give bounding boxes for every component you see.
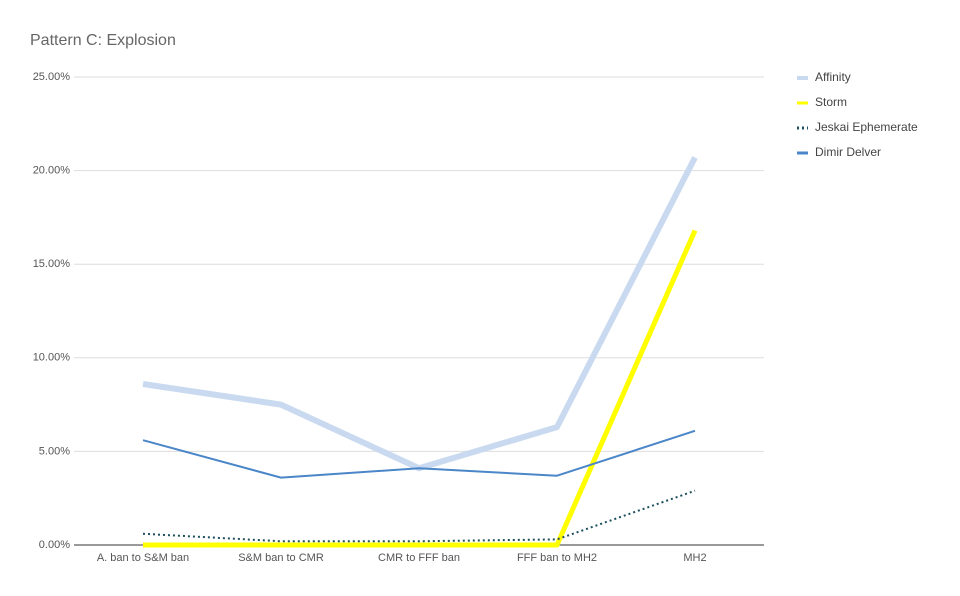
x-tick-label: A. ban to S&M ban <box>97 552 189 564</box>
y-tick-label: 15.00% <box>33 258 71 270</box>
series-line <box>142 489 696 543</box>
legend-label: Affinity <box>815 70 851 84</box>
series-line <box>143 229 698 548</box>
series-line <box>142 429 696 479</box>
legend-label: Dimir Delver <box>815 145 881 159</box>
legend-label: Jeskai Ephemerate <box>815 120 918 134</box>
x-tick-label: FFF ban to MH2 <box>517 552 597 564</box>
x-tick-label: MH2 <box>683 552 706 564</box>
y-tick-label: 5.00% <box>39 445 70 457</box>
y-tick-label: 10.00% <box>33 352 71 364</box>
chart-title: Pattern C: Explosion <box>30 32 176 49</box>
y-tick-label: 20.00% <box>33 165 71 177</box>
y-tick-label: 25.00% <box>33 71 71 83</box>
x-tick-label: S&M ban to CMR <box>238 552 324 564</box>
y-tick-label: 0.00% <box>39 539 70 551</box>
legend-label: Storm <box>815 95 847 109</box>
x-tick-label: CMR to FFF ban <box>378 552 460 564</box>
